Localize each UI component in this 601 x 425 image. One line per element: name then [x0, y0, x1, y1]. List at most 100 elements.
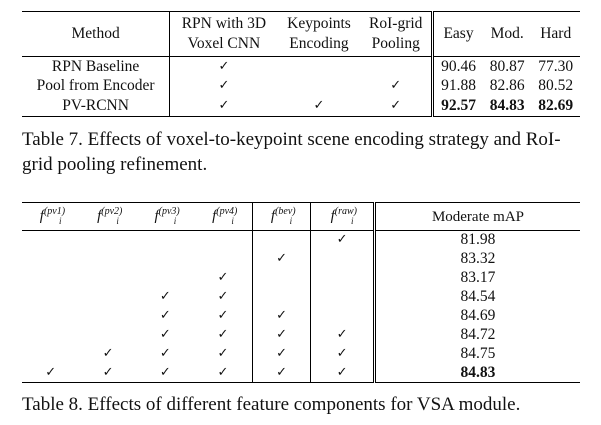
cell-check [22, 344, 79, 363]
header-f-bev: f(bev)i [252, 202, 312, 231]
cell-easy: 92.57 [441, 96, 476, 114]
cell-check: ✓ [252, 363, 312, 383]
cell-check: ✓ [159, 289, 171, 305]
table-row: Pool from Encoder ✓ ✓ 91.88 82.86 80.52 [22, 76, 580, 96]
cell-method: RPN Baseline [22, 56, 171, 77]
cell-check [22, 269, 79, 288]
cell-map: 84.83 [460, 363, 496, 381]
cell-check: ✓ [310, 344, 376, 364]
f-subscript: i [289, 216, 293, 226]
header-kp-line1: Keypoints [287, 15, 351, 32]
cell-check: ✓ [194, 306, 253, 326]
cell-check [79, 269, 136, 288]
header-easy: Easy [432, 11, 483, 57]
cell-check: ✓ [252, 325, 312, 345]
cell-hard: 82.69 [538, 96, 574, 114]
cell-check [310, 306, 376, 326]
table-row: ✓ ✓ 84.54 [22, 287, 580, 307]
cell-check [310, 287, 376, 307]
table-row: ✓ ✓ ✓ ✓ ✓ ✓ 84.83 [22, 363, 580, 383]
cell-check [79, 325, 136, 344]
cell-map: 84.69 [460, 307, 496, 324]
cell-method: PV-RCNN [22, 96, 171, 116]
cell-mod: 84.83 [489, 96, 525, 114]
f-superscript: (pv4) [216, 206, 238, 217]
header-f-pv4: f(pv4)i [194, 202, 253, 231]
header-rpn: RPN with 3D Voxel CNN [169, 11, 278, 57]
header-kp-line2: Encoding [289, 35, 349, 52]
cell-check: ✓ [194, 344, 253, 364]
cell-check [79, 307, 136, 326]
cell-check: ✓ [310, 363, 376, 383]
cell-check: ✓ [194, 287, 253, 307]
cell-check: ✓ [194, 268, 253, 288]
table-8: f(pv1)i f(pv2)i f(pv3)i f(pv4)i f(bev)i … [22, 202, 580, 384]
cell-check [252, 287, 312, 307]
header-roi-line1: RoI-grid [369, 15, 423, 32]
cell-check: ✓ [159, 326, 171, 342]
cell-map: 83.32 [460, 250, 496, 268]
cell-check: ✓ [252, 249, 312, 269]
f-superscript: (pv3) [158, 206, 180, 217]
cell-check [194, 249, 253, 269]
cell-roi: ✓ [360, 96, 435, 116]
f-symbol: f [212, 208, 217, 224]
f-symbol: f [330, 208, 335, 224]
f-superscript: (raw) [334, 206, 357, 217]
f-subscript: i [173, 216, 177, 226]
cell-rpn: ✓ [218, 97, 230, 113]
f-subscript: i [116, 216, 119, 226]
f-subscript: i [59, 216, 62, 226]
table-7: Method RPN with 3D Voxel CNN Keypoints E… [22, 11, 580, 117]
header-roi: RoI-grid Pooling [360, 11, 435, 57]
cell-roi: ✓ [360, 76, 435, 96]
f-superscript: (pv2) [101, 206, 123, 217]
table-row: PV-RCNN ✓ ✓ ✓ 92.57 84.83 82.69 [22, 96, 580, 116]
cell-map: 84.72 [460, 325, 496, 343]
cell-check [22, 288, 79, 307]
f-symbol: f [97, 208, 102, 224]
table-row: RPN Baseline ✓ 90.46 80.87 77.30 [22, 56, 580, 77]
header-method: Method [22, 11, 171, 57]
cell-check [252, 268, 312, 288]
cell-check: ✓ [252, 344, 312, 364]
cell-check: ✓ [252, 306, 312, 326]
cell-check [22, 250, 79, 269]
cell-check [137, 269, 194, 288]
cell-check: ✓ [159, 345, 171, 361]
cell-check: ✓ [310, 325, 376, 345]
header-keypoints: Keypoints Encoding [277, 11, 361, 57]
cell-check: ✓ [102, 345, 114, 361]
header-roi-line2: Pooling [371, 35, 420, 52]
f-symbol: f [154, 208, 159, 224]
cell-hard: 77.30 [538, 57, 574, 75]
cell-easy: 90.46 [441, 57, 476, 75]
table-row: ✓ 83.32 [22, 249, 580, 269]
table-row: ✓ 83.17 [22, 268, 580, 288]
cell-check: ✓ [102, 364, 114, 380]
header-moderate-map: Moderate mAP [374, 202, 580, 231]
table-row: ✓ ✓ ✓ ✓ ✓ 84.75 [22, 344, 580, 364]
table-row: ✓ 81.98 [22, 230, 580, 250]
cell-roi [360, 56, 435, 77]
cell-rpn: ✓ [218, 58, 230, 74]
cell-map: 81.98 [460, 231, 496, 249]
cell-check: ✓ [159, 308, 171, 323]
cell-check [79, 231, 136, 250]
cell-check: ✓ [194, 363, 253, 383]
header-f-pv3: f(pv3)i [136, 202, 195, 231]
header-mod: Mod. [482, 11, 532, 57]
cell-hard: 80.52 [538, 77, 574, 95]
cell-check [137, 231, 194, 250]
cell-mod: 82.86 [489, 77, 525, 95]
cell-map: 84.75 [460, 344, 496, 362]
cell-check: ✓ [159, 364, 171, 380]
cell-check [194, 230, 253, 250]
cell-kp: ✓ [313, 97, 325, 113]
header-f-pv1: f(pv1)i [22, 202, 80, 231]
table-8-caption: Table 8. Effects of different feature co… [22, 394, 521, 415]
cell-check: ✓ [45, 364, 57, 380]
cell-map: 84.54 [460, 288, 496, 306]
cell-check [22, 307, 79, 326]
table-7-caption: Table 7. Effects of voxel-to-keypoint sc… [22, 129, 561, 175]
